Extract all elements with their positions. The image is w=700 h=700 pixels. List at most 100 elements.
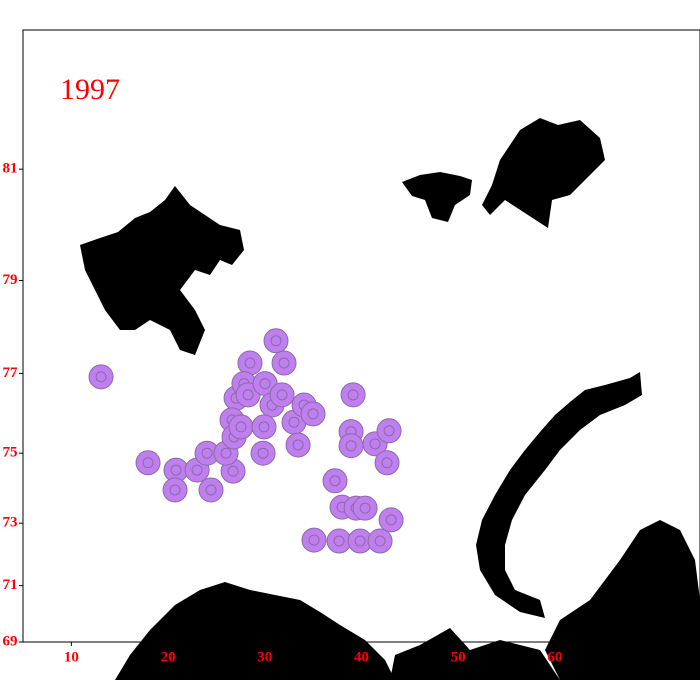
station-center <box>235 421 247 433</box>
station <box>300 401 326 427</box>
map-title: 1997 <box>60 73 120 106</box>
station <box>271 350 297 376</box>
station-marker <box>251 414 277 440</box>
franz-josef-land <box>402 172 472 222</box>
novaya-zemlya <box>476 372 642 618</box>
station <box>135 450 161 476</box>
station <box>250 440 276 466</box>
station-marker <box>374 450 400 476</box>
x-tick-label: 60 <box>547 649 562 665</box>
station <box>269 382 295 408</box>
station-marker <box>378 507 404 533</box>
x-tick-label: 40 <box>354 649 369 665</box>
station-marker <box>340 382 366 408</box>
station <box>322 468 348 494</box>
x-tick-label: 50 <box>451 649 466 665</box>
station <box>352 495 378 521</box>
station-center <box>201 447 213 459</box>
station-center <box>385 514 397 526</box>
station-center <box>220 447 232 459</box>
landmasses <box>80 118 700 680</box>
station-center <box>244 357 256 369</box>
y-tick-label: 75 <box>3 445 18 461</box>
tick-group: 69 71 73 75 77 79 81 10 20 30 40 50 60 <box>3 161 563 666</box>
station-center <box>307 408 319 420</box>
station <box>326 528 352 554</box>
kola-peninsula <box>390 628 560 680</box>
station-center <box>359 502 371 514</box>
station-center <box>333 535 345 547</box>
station-marker <box>271 350 297 376</box>
station-marker <box>367 528 393 554</box>
station-center <box>308 534 320 546</box>
station-center <box>270 335 282 347</box>
station <box>162 477 188 503</box>
station <box>374 450 400 476</box>
station-marker <box>322 468 348 494</box>
station-center <box>345 440 357 452</box>
station-center <box>242 389 254 401</box>
station-marker <box>263 328 289 354</box>
station-center <box>258 421 270 433</box>
station-marker <box>300 401 326 427</box>
y-tick-label: 69 <box>3 633 18 649</box>
station <box>367 528 393 554</box>
station-center <box>381 457 393 469</box>
station-center <box>292 439 304 451</box>
station-center <box>288 416 300 428</box>
station <box>338 433 364 459</box>
station <box>88 364 114 390</box>
station-center <box>374 535 386 547</box>
station <box>198 477 224 503</box>
station <box>228 414 254 440</box>
station-center <box>383 425 395 437</box>
station-center <box>169 484 181 496</box>
station-center <box>276 389 288 401</box>
station-center <box>191 464 203 476</box>
station <box>378 507 404 533</box>
station <box>251 414 277 440</box>
station <box>263 328 289 354</box>
x-tick-label: 30 <box>257 649 272 665</box>
station-center <box>278 357 290 369</box>
station-marker <box>352 495 378 521</box>
station-marker <box>88 364 114 390</box>
svalbard <box>80 186 244 355</box>
station-center <box>329 475 341 487</box>
station <box>285 432 311 458</box>
station-marker <box>326 528 352 554</box>
station <box>376 418 402 444</box>
station-center <box>227 465 239 477</box>
station <box>340 382 366 408</box>
y-tick-label: 81 <box>3 161 18 177</box>
station-marker <box>162 477 188 503</box>
norway-coast <box>115 582 395 680</box>
station-center <box>95 371 107 383</box>
x-tick-label: 20 <box>161 649 176 665</box>
station-marker <box>198 477 224 503</box>
station-center <box>170 464 182 476</box>
station-marker <box>250 440 276 466</box>
station-marker <box>228 414 254 440</box>
station-marker <box>301 527 327 553</box>
station-center <box>205 484 217 496</box>
franz-josef-land-east <box>482 118 605 228</box>
y-tick-label: 79 <box>3 272 18 288</box>
x-tick-label: 10 <box>64 649 79 665</box>
y-tick-label: 71 <box>3 577 18 593</box>
station-marker <box>285 432 311 458</box>
station-group <box>88 328 404 554</box>
station-center <box>257 447 269 459</box>
y-tick-label: 77 <box>3 365 19 381</box>
station-center <box>369 438 381 450</box>
y-tick-label: 73 <box>3 515 18 531</box>
station-center <box>354 535 366 547</box>
station-marker <box>135 450 161 476</box>
station <box>301 527 327 553</box>
russian-coast <box>545 520 700 680</box>
station-center <box>259 378 271 390</box>
station-marker <box>376 418 402 444</box>
station-marker <box>338 433 364 459</box>
station-marker <box>269 382 295 408</box>
